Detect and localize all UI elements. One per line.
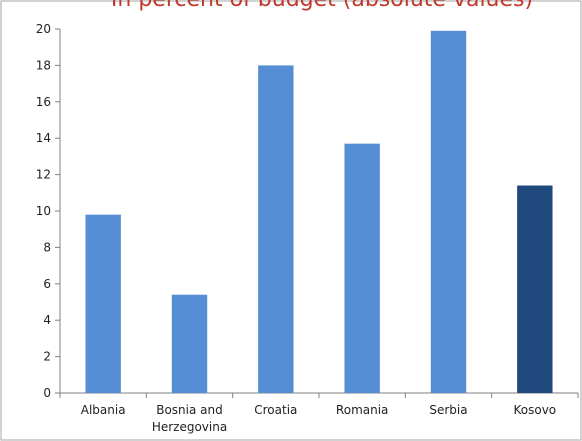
y-tick-label: 8 — [43, 240, 51, 254]
y-tick-label: 10 — [36, 204, 51, 218]
x-category-label: Kosovo — [514, 403, 557, 417]
bar-serbia — [430, 30, 467, 393]
y-axis: 0 2 4 6 8 10 12 14 16 18 20 — [36, 22, 61, 400]
y-tick-label: 2 — [43, 350, 51, 364]
x-category-label: Croatia — [254, 403, 297, 417]
x-category-label: Serbia — [429, 403, 467, 417]
x-category-label: Romania — [336, 403, 388, 417]
y-tick-label: 18 — [36, 58, 51, 72]
y-tick-label: 20 — [36, 22, 51, 36]
chart-title: In percent of budget (absolute values) — [111, 0, 533, 12]
y-tick-label: 12 — [36, 168, 51, 182]
x-axis: Albania Bosnia and Herzegovina Croatia Roman… — [59, 392, 579, 434]
y-tick-label: 14 — [36, 131, 51, 145]
y-tick-label: 0 — [43, 386, 51, 400]
bar-albania — [85, 214, 121, 393]
bars — [85, 30, 553, 394]
x-category-label: Albania — [81, 403, 126, 417]
y-tick-label: 4 — [43, 313, 51, 327]
y-tick-label: 16 — [36, 95, 51, 109]
bar-bosnia-and-herzegovina — [171, 294, 208, 393]
bar-romania — [344, 143, 380, 393]
bar-kosovo — [517, 185, 553, 393]
x-category-label: Bosnia and Herzegovina — [152, 403, 227, 434]
bar-croatia — [258, 65, 294, 394]
y-tick-label: 6 — [43, 277, 51, 291]
